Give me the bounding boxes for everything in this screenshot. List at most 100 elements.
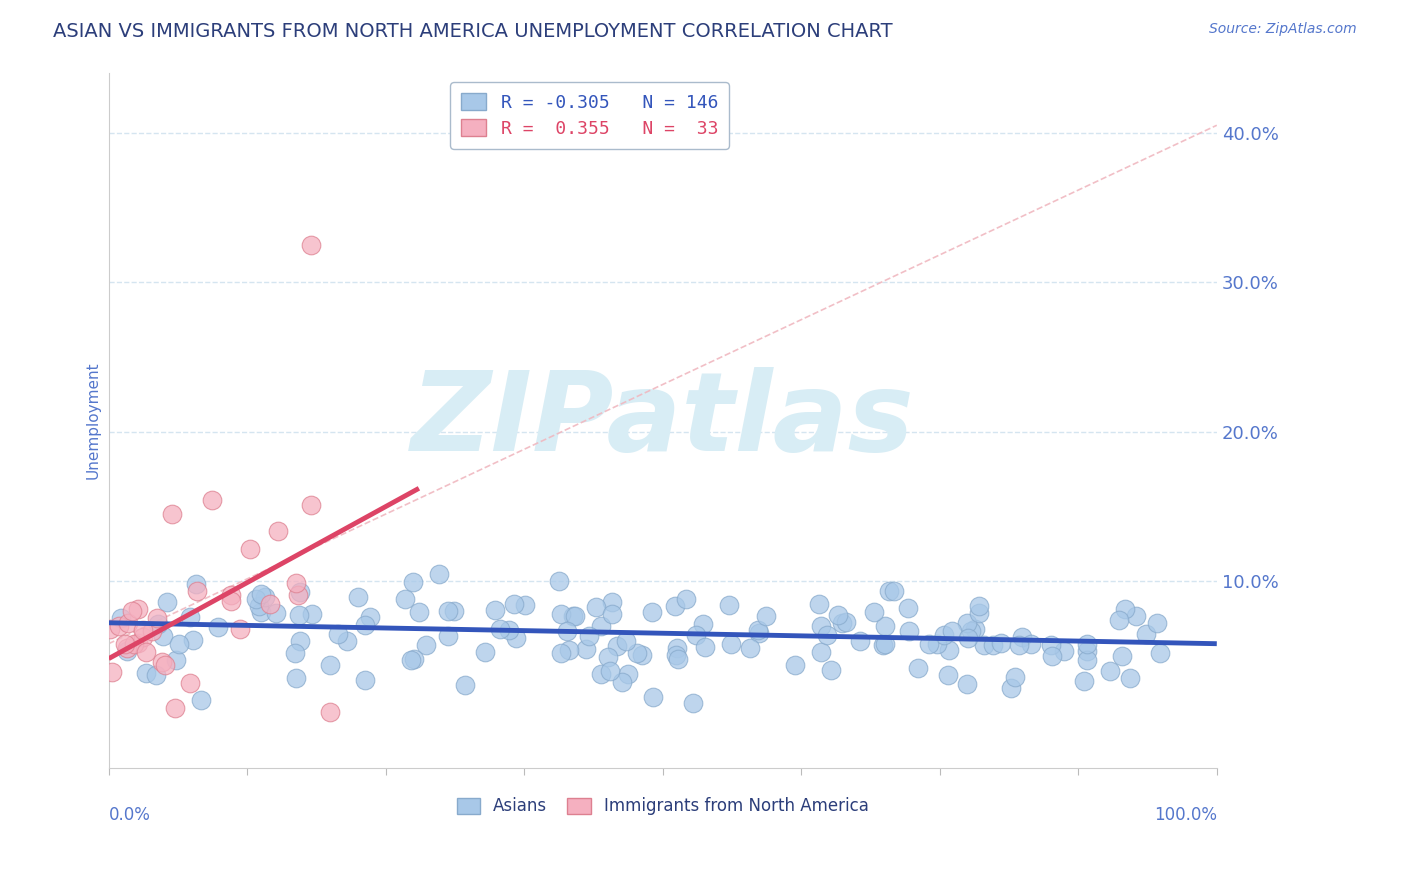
Point <box>165 701 187 715</box>
Point <box>640 605 662 619</box>
Point <box>585 599 607 614</box>
Point <box>897 601 920 615</box>
Point <box>114 637 136 651</box>
Point <box>1119 671 1142 685</box>
Point <box>956 615 979 630</box>
Point <box>849 633 872 648</box>
Point <box>755 608 778 623</box>
Point <box>131 630 153 644</box>
Point <box>932 627 955 641</box>
Point <box>956 677 979 691</box>
Point <box>1076 637 1098 651</box>
Point <box>564 608 586 623</box>
Point <box>153 658 176 673</box>
Point <box>748 625 770 640</box>
Point <box>747 624 769 638</box>
Point <box>415 639 437 653</box>
Text: ASIAN VS IMMIGRANTS FROM NORTH AMERICA UNEMPLOYMENT CORRELATION CHART: ASIAN VS IMMIGRANTS FROM NORTH AMERICA U… <box>53 22 893 41</box>
Point <box>1000 681 1022 695</box>
Point <box>831 616 853 631</box>
Point <box>1111 648 1133 663</box>
Point <box>135 665 157 680</box>
Point <box>167 637 190 651</box>
Point <box>578 629 600 643</box>
Point <box>284 671 307 685</box>
Point <box>956 632 979 646</box>
Point <box>740 640 762 655</box>
Point <box>183 633 205 648</box>
Legend: Asians, Immigrants from North America: Asians, Immigrants from North America <box>450 790 876 822</box>
Text: 100.0%: 100.0% <box>1154 805 1216 824</box>
Point <box>437 604 460 618</box>
Point <box>502 597 524 611</box>
Point <box>883 583 905 598</box>
Text: ZIPatlas: ZIPatlas <box>411 367 914 474</box>
Point <box>121 604 143 618</box>
Point <box>820 663 842 677</box>
Point <box>815 628 838 642</box>
Point <box>117 644 139 658</box>
Point <box>897 624 920 638</box>
Point <box>326 627 349 641</box>
Point <box>941 624 963 638</box>
Point <box>110 611 132 625</box>
Point <box>606 639 628 653</box>
Point <box>239 542 262 557</box>
Point <box>1099 664 1122 678</box>
Point <box>612 675 634 690</box>
Point <box>1011 630 1033 644</box>
Point <box>301 607 323 621</box>
Point <box>810 645 832 659</box>
Point <box>100 665 122 679</box>
Point <box>558 643 581 657</box>
Point <box>115 640 138 655</box>
Point <box>186 577 208 591</box>
Point <box>245 592 267 607</box>
Point <box>548 574 571 589</box>
Point <box>1114 602 1136 616</box>
Point <box>1052 643 1074 657</box>
Point <box>614 634 637 648</box>
Point <box>336 634 359 648</box>
Point <box>675 592 697 607</box>
Point <box>873 619 896 633</box>
Point <box>284 646 307 660</box>
Point <box>602 607 624 621</box>
Point <box>973 638 995 652</box>
Point <box>1076 644 1098 658</box>
Point <box>127 635 149 649</box>
Point <box>1146 615 1168 630</box>
Point <box>666 652 689 666</box>
Point <box>347 590 370 604</box>
Point <box>783 657 806 672</box>
Point <box>132 623 155 637</box>
Point <box>1004 670 1026 684</box>
Point <box>353 618 375 632</box>
Point <box>927 637 949 651</box>
Point <box>454 678 477 692</box>
Point <box>626 646 648 660</box>
Point <box>665 640 688 655</box>
Point <box>287 607 309 622</box>
Point <box>665 648 688 663</box>
Point <box>488 622 510 636</box>
Point <box>827 608 849 623</box>
Point <box>1040 649 1063 664</box>
Point <box>319 657 342 672</box>
Point <box>562 608 585 623</box>
Point <box>967 599 990 613</box>
Point <box>219 588 242 602</box>
Point <box>117 616 139 631</box>
Point <box>555 624 578 638</box>
Point <box>150 655 173 669</box>
Point <box>918 637 941 651</box>
Point <box>359 610 381 624</box>
Point <box>879 583 901 598</box>
Point <box>264 606 287 620</box>
Point <box>288 584 311 599</box>
Point <box>616 666 638 681</box>
Point <box>254 590 277 604</box>
Point <box>285 576 308 591</box>
Point <box>600 595 623 609</box>
Point <box>146 617 169 632</box>
